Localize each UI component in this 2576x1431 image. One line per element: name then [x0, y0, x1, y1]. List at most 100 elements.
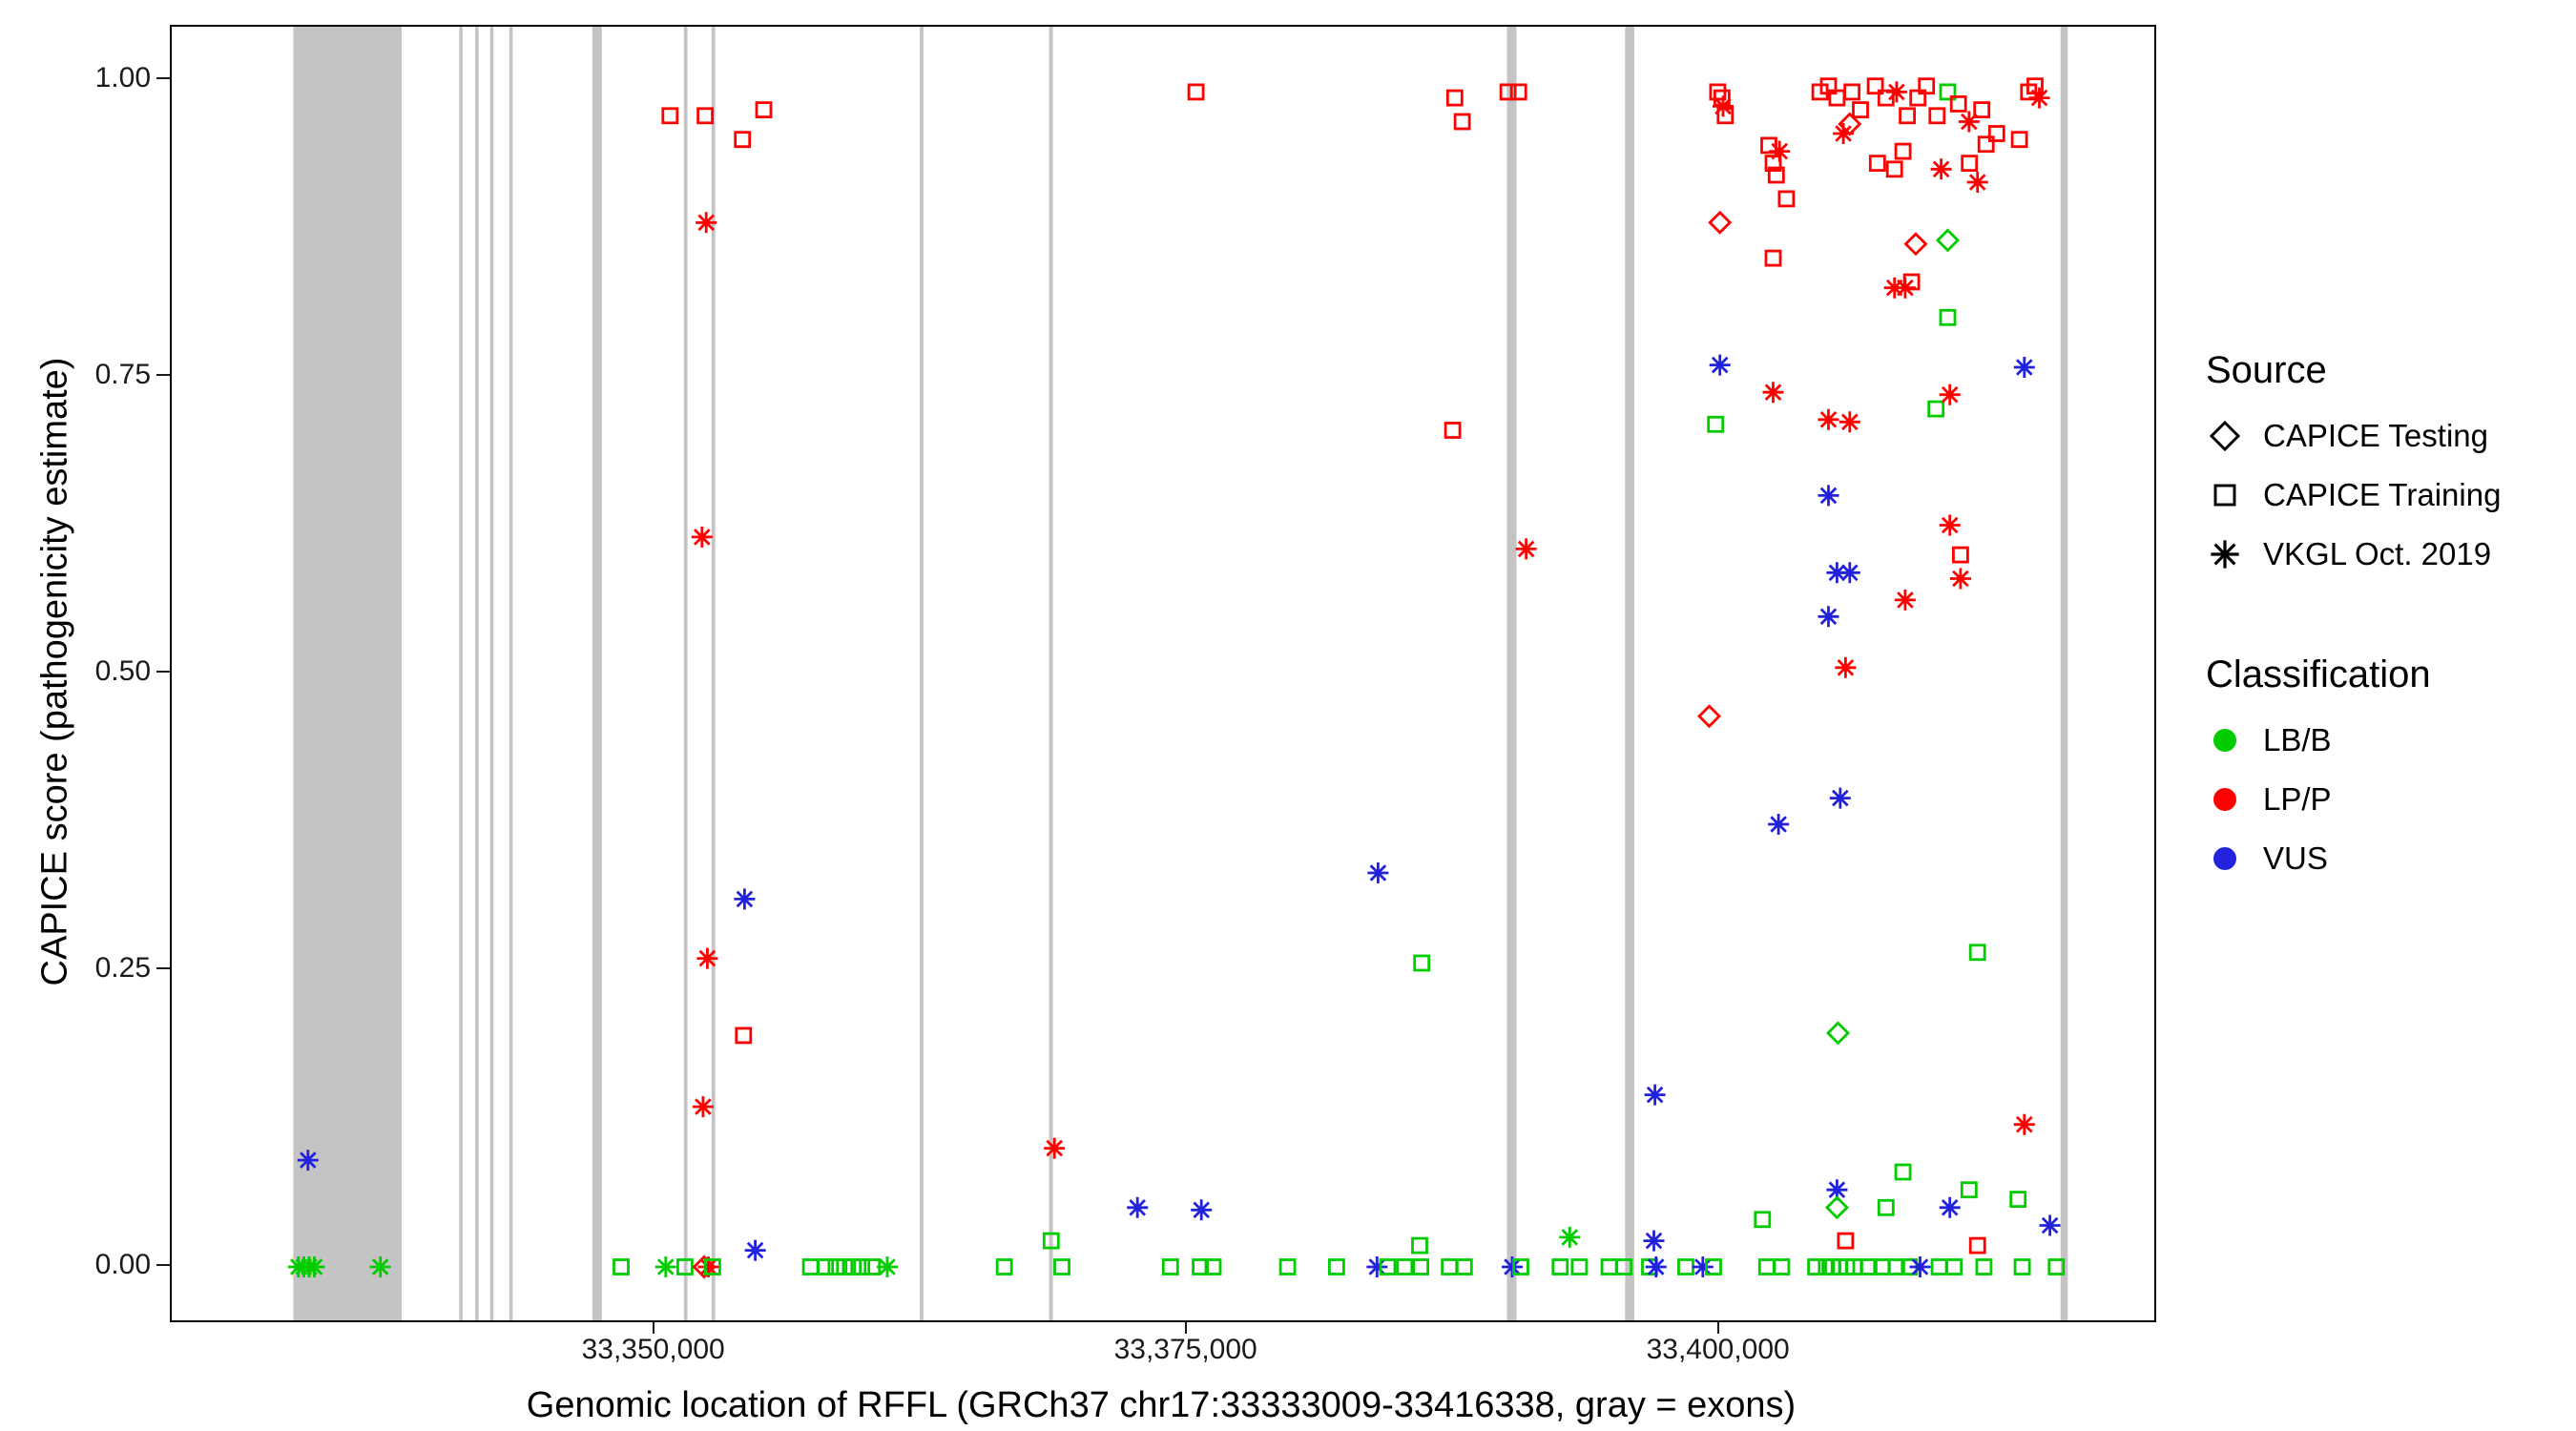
data-point — [1930, 1258, 1948, 1275]
data-point — [654, 1255, 678, 1279]
data-point — [1948, 567, 1973, 591]
data-point — [2010, 131, 2028, 149]
data-point — [1764, 249, 1782, 267]
legend-item-label: VUS — [2263, 840, 2328, 876]
data-point — [1834, 655, 1858, 680]
y-tick-label: 1.00 — [94, 61, 151, 93]
legend-classification-title: Classification — [2206, 653, 2431, 695]
legend-item-lpp: LP/P — [2206, 780, 2501, 819]
data-point — [2009, 1191, 2027, 1208]
data-point — [1777, 190, 1796, 208]
data-point — [1711, 94, 1735, 118]
data-point — [1868, 155, 1886, 173]
blue-dot-icon — [2213, 847, 2236, 870]
exon-band — [2060, 27, 2068, 1320]
data-point — [2027, 86, 2051, 110]
data-point — [1945, 1258, 1963, 1275]
data-point — [755, 101, 773, 118]
data-point — [1366, 861, 1390, 885]
x-tick-label: 33,350,000 — [581, 1334, 725, 1365]
legend-item-vus: VUS — [2206, 840, 2501, 878]
exon-band — [1625, 27, 1634, 1320]
data-point — [1773, 1258, 1791, 1275]
red-dot-icon — [2213, 788, 2236, 811]
data-point — [1938, 1195, 1963, 1220]
data-point — [1328, 1258, 1345, 1275]
data-point — [1894, 142, 1912, 160]
data-point — [2038, 1213, 2063, 1237]
legend-item-label: VKGL Oct. 2019 — [2263, 536, 2492, 571]
data-point — [1904, 232, 1927, 256]
data-point — [1929, 156, 1953, 181]
data-point — [743, 1238, 767, 1262]
data-point — [995, 1258, 1013, 1275]
y-tick-label: 0.75 — [94, 358, 151, 390]
data-point — [1828, 786, 1853, 810]
y-tick-mark — [156, 76, 170, 79]
data-point — [1189, 1197, 1214, 1222]
data-point — [1445, 89, 1464, 107]
data-point — [1278, 1258, 1297, 1275]
data-point — [1965, 170, 1990, 195]
legend-item-capice-training: CAPICE Training — [2206, 476, 2501, 514]
exon-band — [293, 27, 403, 1320]
exon-band — [920, 27, 924, 1320]
data-point — [801, 1258, 820, 1275]
data-point — [368, 1255, 393, 1279]
data-point — [1939, 308, 1957, 326]
data-point — [613, 1258, 630, 1275]
data-point — [1551, 1258, 1569, 1275]
exon-band — [509, 27, 513, 1320]
data-point — [1968, 1236, 1986, 1255]
asterisk-icon — [2209, 538, 2241, 570]
y-tick-mark — [156, 671, 170, 673]
data-point — [1852, 101, 1869, 118]
data-point — [817, 1258, 835, 1275]
legend-item-vkgl: VKGL Oct. 2019 — [2206, 535, 2501, 573]
data-point — [1977, 135, 1995, 154]
data-point — [1885, 160, 1903, 178]
x-tick-mark — [1716, 1320, 1719, 1334]
green-dot-icon — [2213, 729, 2236, 752]
data-point — [1644, 1255, 1669, 1279]
data-point — [2012, 1112, 2037, 1137]
data-point — [690, 525, 715, 550]
x-tick-mark — [1184, 1320, 1187, 1334]
data-point — [1413, 954, 1431, 972]
x-tick-mark — [652, 1320, 654, 1334]
data-point — [1987, 125, 2005, 142]
legend-item-label: CAPICE Testing — [2263, 418, 2488, 453]
data-point — [1708, 353, 1733, 378]
diamond-icon — [2210, 421, 2240, 451]
data-point — [875, 1255, 900, 1279]
data-point — [1826, 1022, 1850, 1045]
data-point — [1187, 83, 1205, 101]
data-point — [844, 1258, 862, 1275]
exon-band — [683, 27, 688, 1320]
data-point — [2013, 1258, 2031, 1275]
data-point — [1975, 1258, 1993, 1275]
data-point — [694, 210, 718, 235]
data-point — [1927, 400, 1945, 418]
data-point — [1838, 560, 1862, 585]
data-point — [1952, 546, 1969, 564]
data-point — [302, 1255, 326, 1279]
data-point — [1817, 604, 1840, 629]
data-point — [1877, 1198, 1895, 1216]
data-point — [1161, 1258, 1179, 1275]
data-point — [1837, 1232, 1855, 1250]
data-point — [1838, 409, 1862, 434]
y-tick-mark — [156, 373, 170, 376]
data-point — [1600, 1258, 1618, 1275]
legend-item-label: LP/P — [2263, 781, 2332, 817]
data-point — [1908, 1255, 1932, 1279]
exon-band — [475, 27, 479, 1320]
data-point — [691, 1094, 716, 1119]
data-point — [1643, 1083, 1667, 1107]
data-point — [1843, 83, 1860, 101]
legend-item-capice-testing: CAPICE Testing — [2206, 417, 2501, 455]
data-point — [1899, 107, 1916, 125]
data-point — [1707, 415, 1725, 433]
data-point — [1708, 211, 1732, 235]
